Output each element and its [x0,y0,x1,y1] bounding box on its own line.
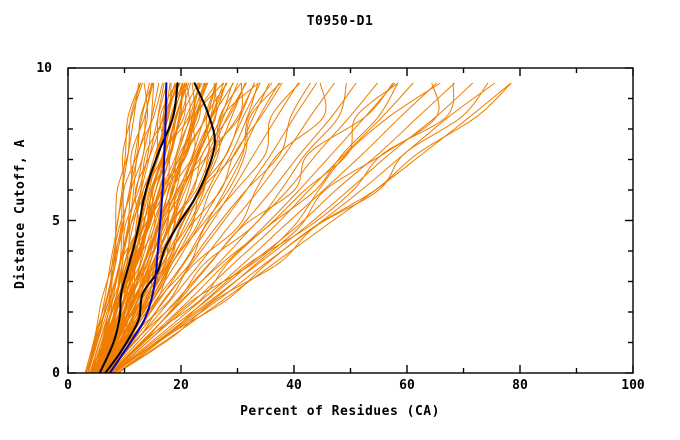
curve-model-black-upper [98,82,179,373]
curve-model-orange-015-r2 [90,83,176,373]
x-axis-label: Percent of Residues (CA) [240,404,440,419]
curve-model-orange-027 [113,83,436,373]
y-tick-label-10: 10 [36,61,52,76]
curve-model-orange-014-r3 [101,83,269,373]
chart-title: T0950-D1 [306,14,374,29]
curve-model-orange-019-r3 [102,83,282,373]
curve-model-orange-028 [114,83,455,373]
curve-model-orange-004-r3 [90,83,170,373]
curve-model-orange-019 [104,83,279,373]
curve-model-orange-010 [99,83,216,373]
curve-model-black-lower [104,82,216,373]
curves-layer [85,82,511,373]
curve-model-orange-001-r2 [85,83,140,373]
curve-model-orange-003-r3 [90,83,162,373]
x-tick-label-0: 0 [64,378,72,393]
x-tick-label-80: 80 [512,378,528,393]
curve-model-orange-017-r1 [94,83,200,373]
curve-model-orange-008-r3 [100,83,202,373]
y-tick-label-0: 0 [52,366,60,381]
curve-model-orange-029-r1 [118,83,453,373]
curve-model-orange-031 [118,83,511,373]
curve-model-orange-002-r3 [88,83,148,373]
curve-model-orange-014-r1 [102,83,258,373]
curve-model-orange-027-r1 [113,83,440,373]
x-tick-label-40: 40 [286,378,302,393]
x-tick-label-20: 20 [173,378,189,393]
curve-model-orange-014-r2 [105,83,254,373]
y-tick-label-5: 5 [52,214,60,229]
curve-model-orange-026 [112,83,413,373]
curve-model-orange-001-r1 [88,83,143,373]
curve-model-orange-022-r1 [104,83,326,373]
curve-model-orange-002-r1 [86,83,152,373]
curve-model-orange-017-r2 [95,83,201,373]
curve-model-blue [108,82,168,373]
x-tick-label-100: 100 [621,378,645,393]
curve-model-orange-016-r2 [95,83,182,373]
axes-layer [67,67,634,374]
curve-model-orange-022 [108,83,335,373]
curve-model-orange-018-r3 [100,83,233,373]
curve-model-orange-023 [109,83,356,373]
curve-model-orange-031-r1 [114,83,511,373]
x-tick-label-60: 60 [399,378,415,393]
curve-model-orange-016-r3 [94,83,187,373]
curve-model-orange-011-r1 [102,83,226,373]
curve-model-orange-025 [111,83,394,373]
curve-model-orange-002-r2 [89,83,152,373]
